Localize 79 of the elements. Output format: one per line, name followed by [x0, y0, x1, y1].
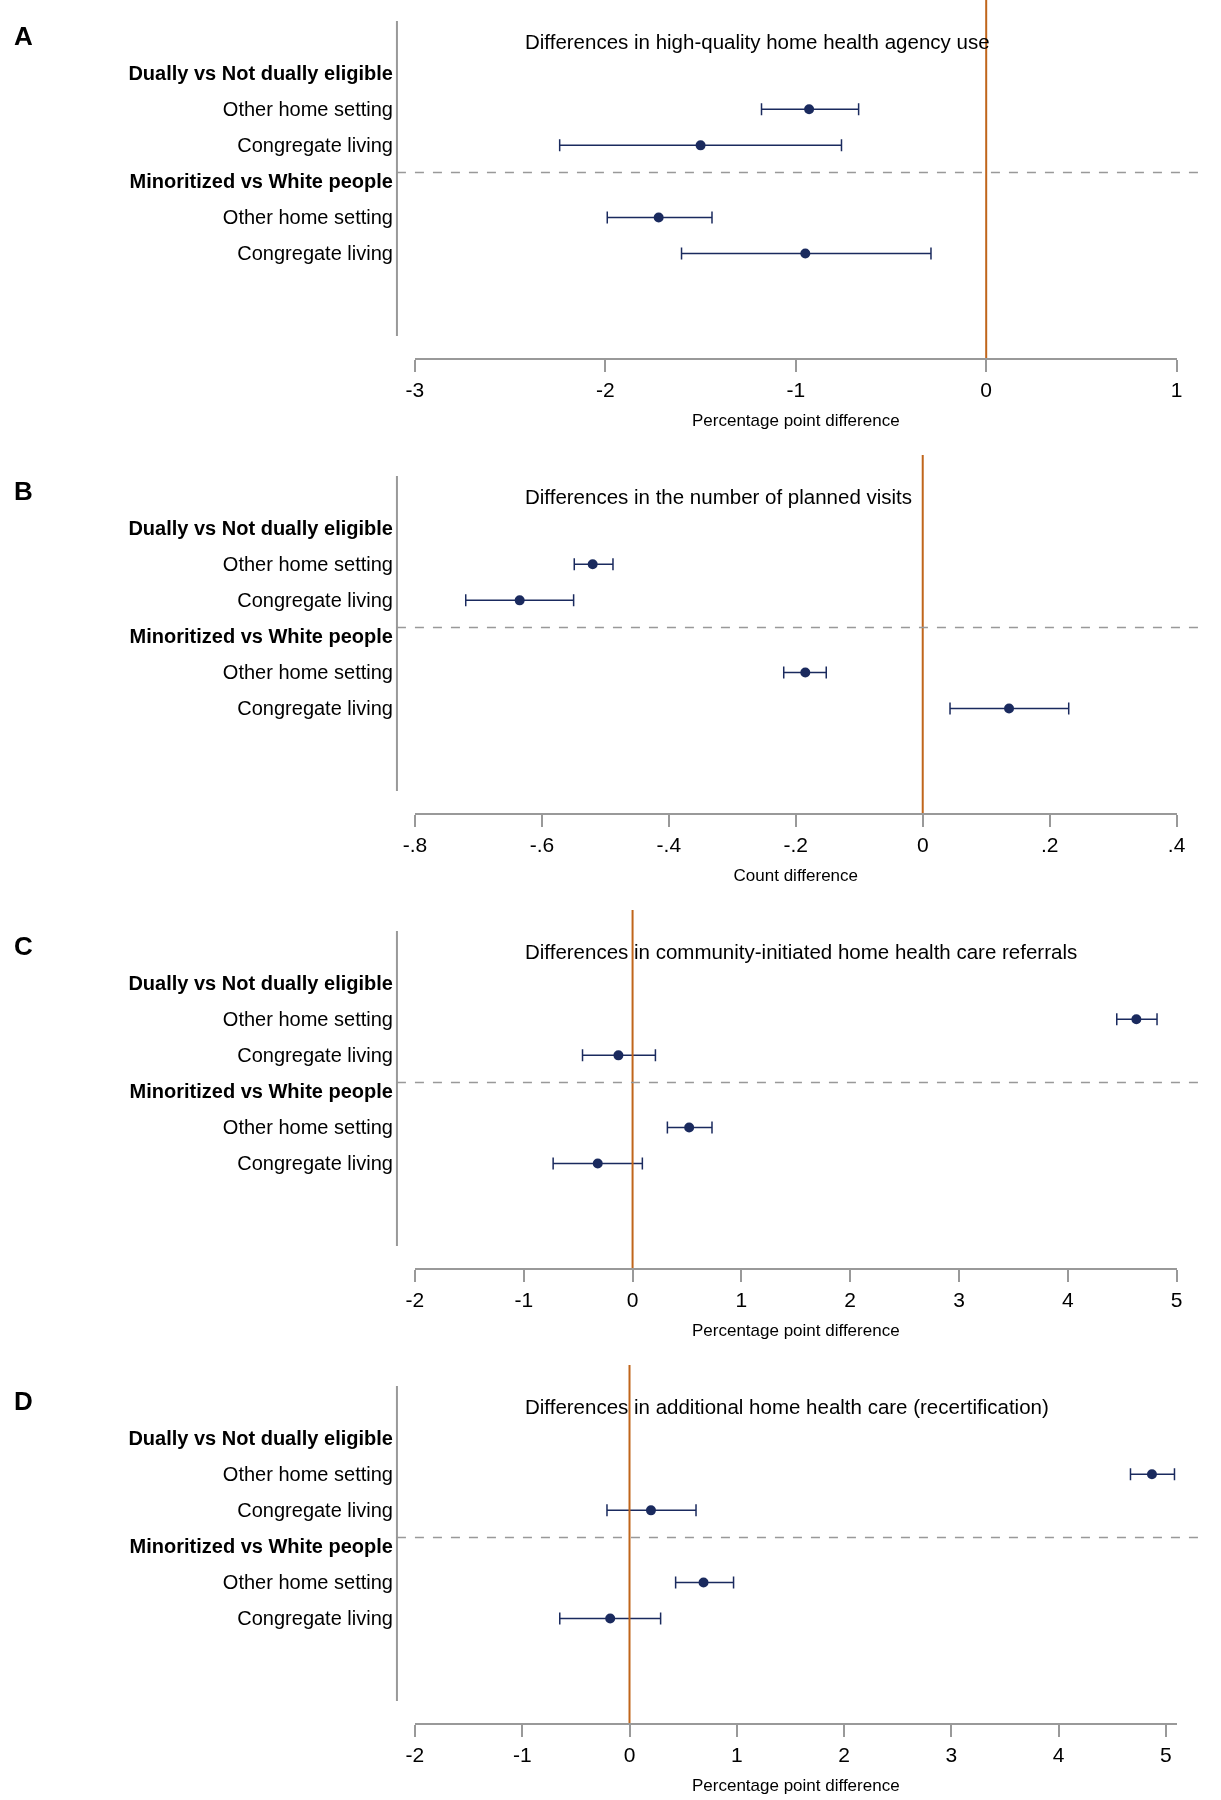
point: [1004, 703, 1015, 714]
point: [587, 559, 598, 570]
x-tick-label: 1: [735, 1288, 748, 1312]
y-tick-label: Congregate living: [237, 134, 393, 157]
x-tick-label: 0: [626, 1288, 639, 1312]
y-tick-label: Dually vs Not dually eligible: [128, 972, 393, 995]
x-tick-label: 1: [1170, 378, 1183, 402]
y-tick-label: Other home setting: [222, 1571, 393, 1594]
y-tick-label: Other home setting: [222, 661, 393, 684]
y-tick-label: Dually vs Not dually eligible: [128, 62, 393, 85]
x-tick-label: 3: [953, 1288, 965, 1312]
y-tick-label: Congregate living: [237, 1152, 393, 1175]
y-tick-label: Congregate living: [237, 697, 393, 720]
y-tick-label: Congregate living: [237, 1607, 393, 1630]
x-tick-label: -1: [786, 378, 806, 402]
chart-title: Differences in additional home health care (recertification): [525, 1395, 1049, 1418]
point: [800, 667, 811, 678]
x-tick-label: .2: [1040, 833, 1059, 857]
x-tick-label: 0: [916, 833, 929, 857]
x-tick-label: -1: [512, 1743, 532, 1767]
x-tick-label: -.8: [402, 833, 428, 857]
text: D: [14, 1386, 33, 1416]
x-tick-label: 5: [1170, 1288, 1183, 1312]
point: [698, 1577, 709, 1588]
y-tick-label: Minoritized vs White people: [129, 625, 393, 648]
y-tick-label: Minoritized vs White people: [129, 1080, 393, 1103]
y-tick-label: Congregate living: [237, 1044, 393, 1067]
x-axis-title: Count difference: [733, 866, 858, 886]
y-tick-label: Congregate living: [237, 1499, 393, 1522]
y-tick-label: Other home setting: [222, 1116, 393, 1139]
text: C: [14, 931, 33, 961]
point: [514, 595, 525, 606]
y-tick-label: Minoritized vs White people: [129, 1535, 393, 1558]
x-tick-label: -3: [405, 378, 425, 402]
text: B: [14, 476, 33, 506]
x-tick-label: 2: [838, 1743, 850, 1767]
y-tick-label: Dually vs Not dually eligible: [128, 517, 393, 540]
y-tick-label: Other home setting: [222, 98, 393, 121]
y-tick-label: Other home setting: [222, 1463, 393, 1486]
x-tick-label: 0: [980, 378, 993, 402]
x-tick-label: .4: [1167, 833, 1186, 857]
x-axis-title: Percentage point difference: [691, 1321, 900, 1341]
x-tick-label: -1: [514, 1288, 534, 1312]
x-tick-label: 3: [945, 1743, 958, 1767]
y-tick-label: Other home setting: [222, 553, 393, 576]
point: [613, 1050, 624, 1061]
x-axis-title: Percentage point difference: [691, 1776, 900, 1796]
x-tick-label: 0: [623, 1743, 636, 1767]
x-tick-label: -2: [596, 378, 615, 402]
x-axis-title: Percentage point difference: [691, 411, 900, 431]
y-tick-label: Congregate living: [237, 242, 393, 265]
x-tick-label: -2: [405, 1288, 425, 1312]
point: [645, 1505, 656, 1516]
x-tick-label: 4: [1052, 1743, 1065, 1767]
chart-title: Differences in community-initiated home health care referrals: [525, 940, 1078, 963]
point: [695, 140, 706, 151]
y-tick-label: Other home setting: [222, 1008, 393, 1031]
point: [800, 248, 811, 259]
point: [605, 1613, 616, 1624]
x-tick-label: 2: [844, 1288, 857, 1312]
x-tick-label: -2: [405, 1743, 425, 1767]
x-tick-label: 5: [1160, 1743, 1172, 1767]
y-tick-label: Minoritized vs White people: [129, 170, 393, 193]
chart-title: Differences in the number of planned visits: [525, 485, 913, 508]
x-tick-label: 1: [730, 1743, 743, 1767]
point: [653, 212, 664, 223]
point: [592, 1158, 603, 1169]
x-tick-label: -.2: [783, 833, 809, 857]
point: [684, 1122, 695, 1133]
text: A: [14, 21, 33, 51]
y-tick-label: Dually vs Not dually eligible: [128, 1427, 393, 1450]
x-tick-label: -.6: [529, 833, 555, 857]
y-tick-label: Congregate living: [237, 589, 393, 612]
x-tick-label: 4: [1061, 1288, 1074, 1312]
point: [804, 104, 815, 115]
point: [1131, 1014, 1142, 1025]
x-tick-label: -.4: [656, 833, 682, 857]
y-tick-label: Other home setting: [222, 206, 393, 229]
point: [1146, 1469, 1157, 1480]
